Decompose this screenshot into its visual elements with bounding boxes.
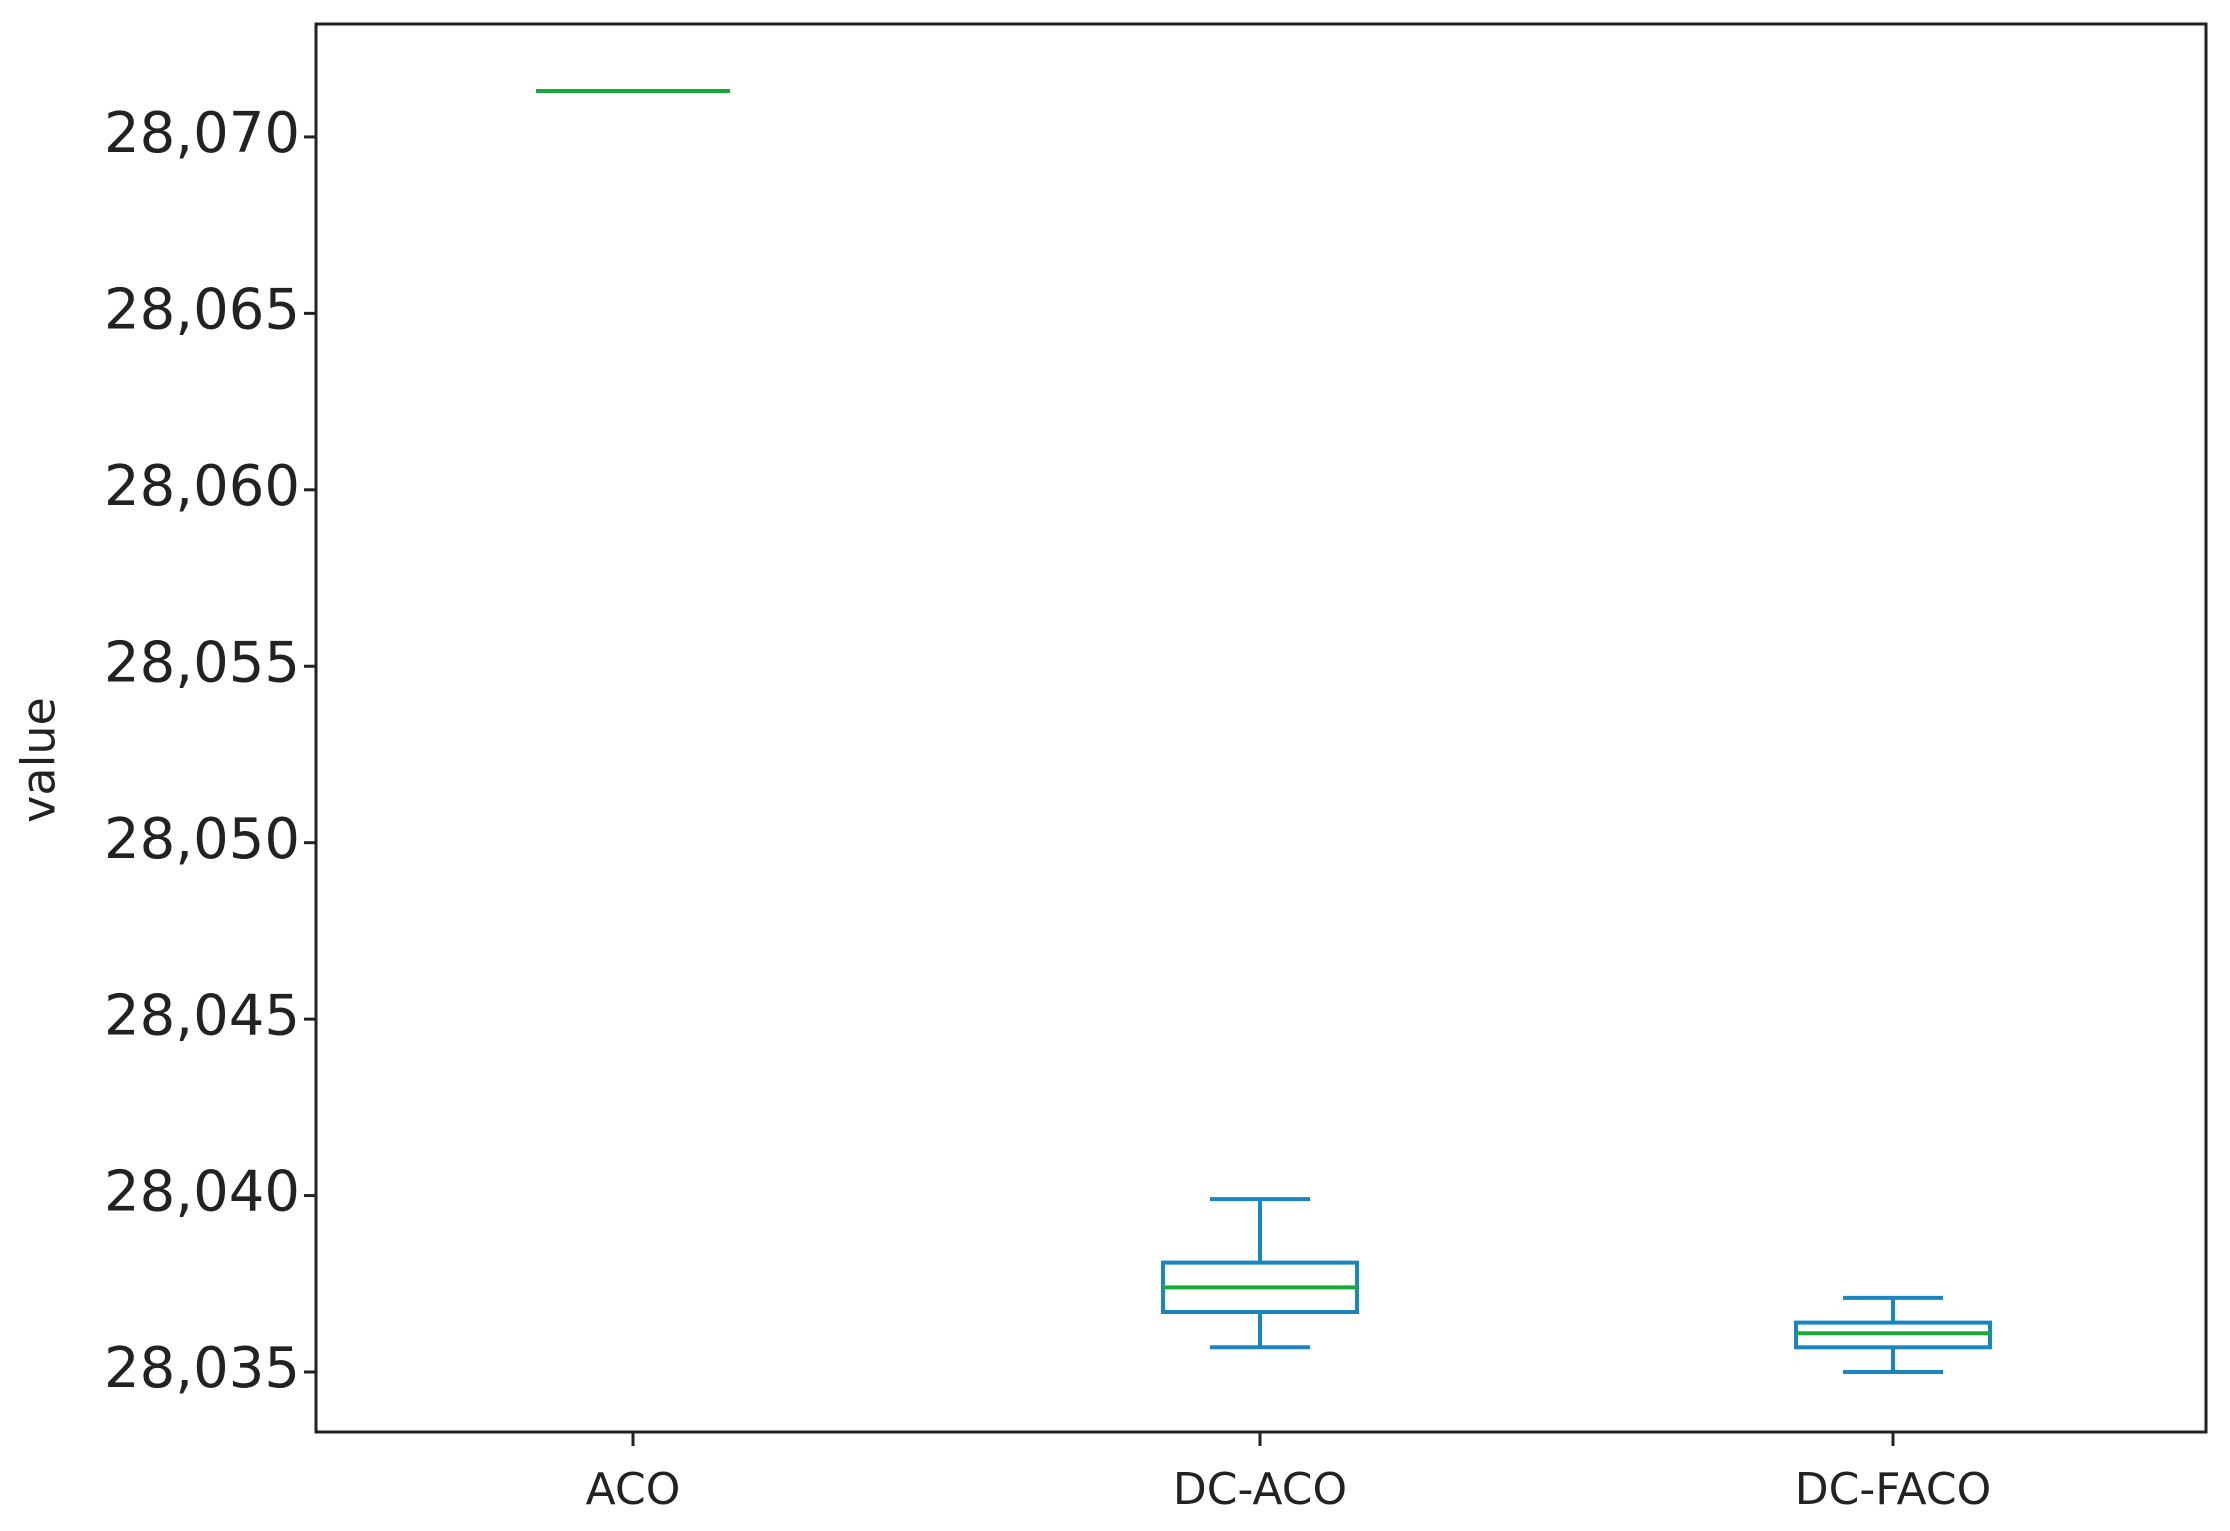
y-tick-label: 28,055	[104, 630, 300, 695]
y-tick-label: 28,040	[104, 1160, 300, 1225]
y-axis-label: value	[12, 697, 66, 823]
y-tick-label: 28,060	[104, 454, 300, 519]
y-tick-label: 28,065	[104, 278, 300, 343]
y-tick-label: 28,050	[104, 807, 300, 872]
y-tick-label: 28,035	[104, 1336, 300, 1401]
x-tick-label: ACO	[586, 1464, 681, 1515]
y-tick-label: 28,045	[104, 983, 300, 1048]
x-tick-label: DC-ACO	[1173, 1464, 1347, 1515]
y-tick-label: 28,070	[104, 101, 300, 166]
x-tick-label: DC-FACO	[1795, 1464, 1991, 1515]
